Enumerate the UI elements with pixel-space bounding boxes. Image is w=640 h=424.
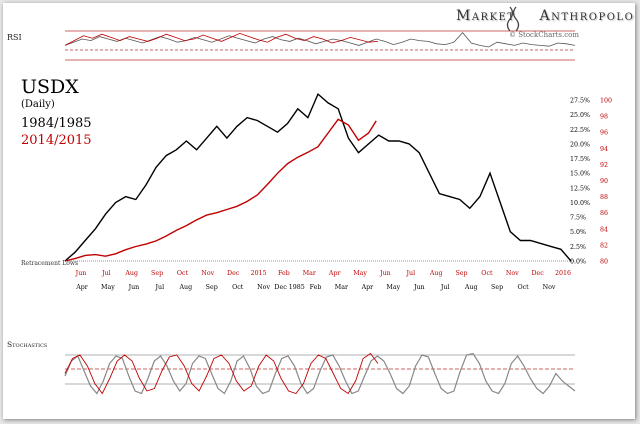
x-tick-2014-2015: 2016 bbox=[555, 270, 571, 277]
pct-tick-label: 0.0% bbox=[570, 259, 586, 266]
series-1984-1985-line bbox=[64, 92, 572, 262]
usd-tick-label: 88 bbox=[600, 194, 608, 201]
stochastics-label: Stochastics bbox=[7, 340, 48, 349]
x-tick-2014-2015: Sep bbox=[151, 270, 163, 277]
x-tick-2014-2015: Feb bbox=[278, 270, 290, 277]
x-tick-2014-2015: Jul bbox=[101, 270, 111, 277]
brand-title: MarketAnthropology bbox=[456, 8, 635, 24]
x-tick-1984-1985: May bbox=[101, 284, 115, 291]
pct-tick-label: 25.0% bbox=[570, 112, 590, 119]
pct-tick-label: 15.0% bbox=[570, 171, 590, 178]
x-tick-2014-2015: Apr bbox=[328, 270, 342, 277]
x-tick-1984-1985: Sep bbox=[491, 284, 503, 291]
brand-logo: MarketAnthropology © StockCharts.com bbox=[456, 6, 635, 39]
x-tick-2014-2015: Jun bbox=[379, 270, 391, 277]
series-2014-2015-line bbox=[64, 118, 377, 262]
x-tick-1984-1985: Oct bbox=[232, 284, 244, 291]
main-plot bbox=[64, 92, 572, 262]
x-tick-2014-2015: Dec bbox=[227, 270, 240, 277]
x-tick-2014-2015: Nov bbox=[506, 270, 519, 277]
x-tick-1984-1985: Apr bbox=[75, 284, 89, 291]
x-tick-1984-1985: Feb bbox=[310, 284, 322, 291]
stoch-black-line bbox=[64, 352, 576, 395]
x-tick-1984-1985: Jul bbox=[440, 284, 450, 291]
x-tick-2014-2015: May bbox=[353, 270, 367, 277]
x-tick-1984-1985: Nov bbox=[257, 284, 270, 291]
chart-canvas: MarketAnthropology © StockCharts.com RSI… bbox=[7, 6, 635, 395]
rsi-panel: RSI bbox=[7, 30, 576, 61]
x-tick-2014-2015: Jul bbox=[406, 270, 416, 277]
pct-axis: 27.5% 25.0% 22.5% 20.0% 17.5% 15.0% 12.5% 10.0%… bbox=[570, 98, 590, 266]
pct-tick-label: 27.5% bbox=[570, 98, 590, 105]
x-tick-1984-1985: Jul bbox=[155, 284, 165, 291]
x-tick-2014-2015: Oct bbox=[481, 270, 493, 277]
x-tick-2014-2015: 2015 bbox=[251, 270, 267, 277]
x-tick-1984-1985: Dec 1985 bbox=[274, 284, 304, 291]
usd-tick-label: 90 bbox=[600, 178, 608, 185]
legend-2014-2015: 2014/2015 bbox=[21, 133, 92, 148]
x-tick-2014-2015: Oct bbox=[177, 270, 189, 277]
pct-tick-label: 2.5% bbox=[570, 244, 586, 251]
pct-tick-label: 5.0% bbox=[570, 229, 586, 236]
usd-tick-label: 98 bbox=[600, 114, 608, 121]
usd-tick-label: 84 bbox=[600, 226, 608, 233]
x-axis-2014-2015: Jun Jul Aug Sep Oct Nov Dec 2015 Feb Mar Apr May Jun… bbox=[75, 270, 571, 277]
pct-tick-label: 12.5% bbox=[570, 185, 590, 192]
x-tick-1984-1985: Jun bbox=[128, 284, 140, 291]
chart-subtitle: (Daily) bbox=[21, 99, 55, 110]
usd-tick-label: 80 bbox=[600, 259, 608, 266]
x-tick-2014-2015: Nov bbox=[201, 270, 214, 277]
usd-tick-label: 92 bbox=[600, 162, 608, 169]
x-tick-2014-2015: Aug bbox=[429, 270, 443, 277]
x-tick-1984-1985: Sep bbox=[206, 284, 218, 291]
chart-frame: MarketAnthropology © StockCharts.com RSI… bbox=[3, 3, 635, 419]
usd-tick-label: 100 bbox=[600, 98, 612, 105]
pct-tick-label: 20.0% bbox=[570, 141, 590, 148]
pct-tick-label: 7.5% bbox=[570, 215, 586, 222]
pct-tick-label: 10.0% bbox=[570, 200, 590, 207]
x-tick-1984-1985: Jun bbox=[413, 284, 425, 291]
source-label: © StockCharts.com bbox=[509, 31, 579, 39]
usd-tick-label: 86 bbox=[600, 210, 608, 217]
usd-tick-label: 96 bbox=[600, 130, 608, 137]
x-tick-1984-1985: Oct bbox=[517, 284, 529, 291]
x-tick-2014-2015: Mar bbox=[303, 270, 317, 277]
stochastics-panel: Stochastics bbox=[7, 340, 576, 395]
usd-tick-label: 94 bbox=[600, 146, 608, 153]
x-tick-2014-2015: Dec bbox=[531, 270, 544, 277]
chart-title: USDX bbox=[21, 76, 79, 98]
x-tick-1984-1985: Apr bbox=[361, 284, 375, 291]
x-tick-2014-2015: Aug bbox=[124, 270, 138, 277]
stoch-red-line bbox=[64, 352, 379, 395]
x-axis-1984-1985: Apr May Jun Jul Aug Sep Oct Nov Dec 1985 Feb Mar Ap… bbox=[75, 284, 556, 291]
x-tick-2014-2015: Jun bbox=[75, 270, 87, 277]
x-tick-1984-1985: Mar bbox=[335, 284, 349, 291]
pct-tick-label: 17.5% bbox=[570, 156, 590, 163]
usd-tick-label: 82 bbox=[600, 242, 608, 249]
rsi-label: RSI bbox=[7, 33, 22, 42]
rsi-red-line bbox=[64, 32, 379, 46]
x-tick-2014-2015: Sep bbox=[455, 270, 467, 277]
pct-tick-label: 22.5% bbox=[570, 127, 590, 134]
x-tick-1984-1985: Aug bbox=[178, 284, 192, 291]
usd-axis: 100 98 96 94 92 90 88 86 84 82 80 bbox=[600, 98, 612, 266]
x-tick-1984-1985: Nov bbox=[543, 284, 556, 291]
x-tick-1984-1985: May bbox=[386, 284, 400, 291]
x-tick-1984-1985: Aug bbox=[464, 284, 478, 291]
dna-helix-icon bbox=[506, 6, 520, 32]
legend-1984-1985: 1984/1985 bbox=[21, 116, 92, 131]
retracement-lows-label: Retracement Lows bbox=[21, 260, 78, 267]
